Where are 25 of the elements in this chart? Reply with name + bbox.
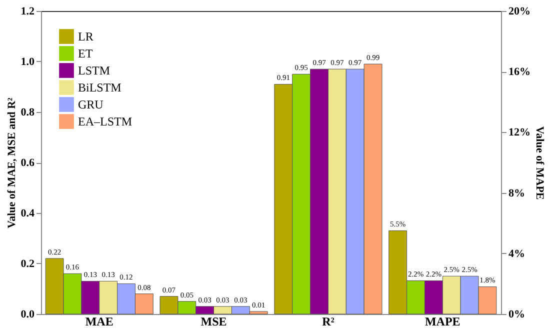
y-tick-label: 0.0 (20, 308, 35, 320)
legend-label: ET (78, 46, 94, 60)
y-tick-label: 1.2 (20, 6, 35, 18)
y-tick-label: 0.2 (20, 258, 35, 270)
y2-axis-title: Value of MAPE (534, 126, 546, 200)
x-tick-label: MSE (200, 314, 227, 328)
x-tick-label: MAPE (424, 314, 460, 328)
legend-label: LSTM (78, 64, 110, 78)
y2-tick-label: 0% (508, 308, 525, 320)
y2-tick-label: 8% (508, 187, 525, 200)
x-tick-label: R² (322, 314, 335, 328)
legend-label: EA–LSTM (78, 114, 132, 128)
y-tick-label: 0.4 (20, 208, 35, 220)
legend-label: BiLSTM (78, 80, 122, 94)
y2-tick-label: 16% (508, 66, 530, 78)
x-tick-label: MAE (85, 314, 114, 328)
y-axis-title: Value of MAE, MSE and R² (6, 96, 18, 228)
y-tick-label: 0.6 (20, 157, 35, 169)
y2-tick-label: 20% (508, 6, 530, 18)
y2-tick-label: 12% (508, 126, 530, 139)
y-tick-label: 1.0 (20, 56, 35, 68)
y2-tick-label: 4% (508, 248, 525, 260)
y-tick-label: 0.8 (20, 106, 35, 118)
legend-label: GRU (78, 98, 104, 112)
legend-label: LR (78, 30, 94, 44)
